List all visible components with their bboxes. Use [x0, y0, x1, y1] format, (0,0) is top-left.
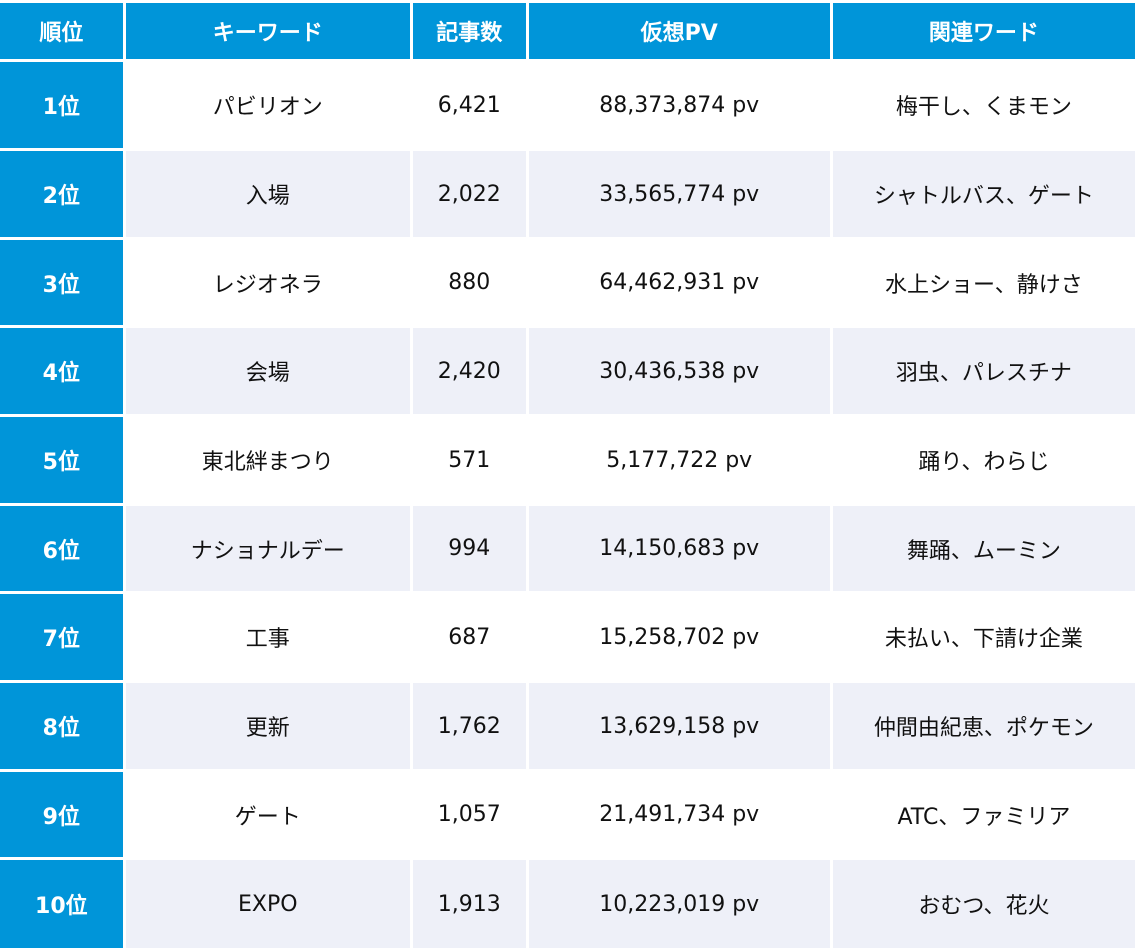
- related-words-cell: 踊り、わらじ: [832, 417, 1135, 503]
- related-words-cell: 梅干し、くまモン: [832, 62, 1135, 148]
- related-words-cell: おむつ、花火: [832, 860, 1135, 948]
- related-words-cell: シャトルバス、ゲート: [832, 151, 1135, 237]
- table-row: 10位 EXPO 1,913 10,223,019 pv おむつ、花火: [0, 860, 1135, 948]
- header-related-words: 関連ワード: [832, 3, 1135, 59]
- table-row: 1位 パビリオン 6,421 88,373,874 pv 梅干し、くまモン: [0, 62, 1135, 148]
- header-virtual-pv: 仮想PV: [528, 3, 830, 59]
- keyword-cell: 更新: [125, 683, 410, 769]
- related-words-cell: 舞踊、ムーミン: [832, 506, 1135, 591]
- header-rank: 順位: [0, 3, 123, 59]
- rank-cell: 8位: [0, 683, 123, 769]
- rank-cell: 10位: [0, 860, 123, 948]
- table-row: 8位 更新 1,762 13,629,158 pv 仲間由紀恵、ポケモン: [0, 683, 1135, 769]
- virtual-pv-cell: 13,629,158 pv: [528, 683, 830, 769]
- table-row: 2位 入場 2,022 33,565,774 pv シャトルバス、ゲート: [0, 151, 1135, 237]
- article-count-cell: 6,421: [412, 62, 526, 148]
- keyword-cell: 工事: [125, 594, 410, 680]
- rank-cell: 6位: [0, 506, 123, 591]
- table-row: 3位 レジオネラ 880 64,462,931 pv 水上ショー、静けさ: [0, 240, 1135, 325]
- related-words-cell: 仲間由紀恵、ポケモン: [832, 683, 1135, 769]
- keyword-cell: 東北絆まつり: [125, 417, 410, 503]
- article-count-cell: 687: [412, 594, 526, 680]
- article-count-cell: 880: [412, 240, 526, 325]
- virtual-pv-cell: 5,177,722 pv: [528, 417, 830, 503]
- virtual-pv-cell: 21,491,734 pv: [528, 772, 830, 857]
- rank-cell: 4位: [0, 328, 123, 414]
- rank-cell: 9位: [0, 772, 123, 857]
- article-count-cell: 2,022: [412, 151, 526, 237]
- article-count-cell: 1,913: [412, 860, 526, 948]
- article-count-cell: 1,762: [412, 683, 526, 769]
- header-keyword: キーワード: [125, 3, 410, 59]
- virtual-pv-cell: 15,258,702 pv: [528, 594, 830, 680]
- virtual-pv-cell: 88,373,874 pv: [528, 62, 830, 148]
- virtual-pv-cell: 30,436,538 pv: [528, 328, 830, 414]
- virtual-pv-cell: 10,223,019 pv: [528, 860, 830, 948]
- rank-cell: 7位: [0, 594, 123, 680]
- rank-cell: 2位: [0, 151, 123, 237]
- table-header-row: 順位 キーワード 記事数 仮想PV 関連ワード: [0, 3, 1135, 59]
- table-row: 7位 工事 687 15,258,702 pv 未払い、下請け企業: [0, 594, 1135, 680]
- related-words-cell: 羽虫、パレスチナ: [832, 328, 1135, 414]
- keyword-cell: ゲート: [125, 772, 410, 857]
- rank-cell: 5位: [0, 417, 123, 503]
- virtual-pv-cell: 64,462,931 pv: [528, 240, 830, 325]
- rank-cell: 3位: [0, 240, 123, 325]
- table-row: 4位 会場 2,420 30,436,538 pv 羽虫、パレスチナ: [0, 328, 1135, 414]
- article-count-cell: 1,057: [412, 772, 526, 857]
- table-row: 9位 ゲート 1,057 21,491,734 pv ATC、ファミリア: [0, 772, 1135, 857]
- table-row: 5位 東北絆まつり 571 5,177,722 pv 踊り、わらじ: [0, 417, 1135, 503]
- virtual-pv-cell: 14,150,683 pv: [528, 506, 830, 591]
- keyword-cell: EXPO: [125, 860, 410, 948]
- related-words-cell: 水上ショー、静けさ: [832, 240, 1135, 325]
- table-row: 6位 ナショナルデー 994 14,150,683 pv 舞踊、ムーミン: [0, 506, 1135, 591]
- keyword-cell: ナショナルデー: [125, 506, 410, 591]
- rank-cell: 1位: [0, 62, 123, 148]
- virtual-pv-cell: 33,565,774 pv: [528, 151, 830, 237]
- article-count-cell: 571: [412, 417, 526, 503]
- related-words-cell: ATC、ファミリア: [832, 772, 1135, 857]
- related-words-cell: 未払い、下請け企業: [832, 594, 1135, 680]
- keyword-cell: 入場: [125, 151, 410, 237]
- article-count-cell: 994: [412, 506, 526, 591]
- header-article-count: 記事数: [412, 3, 526, 59]
- keyword-cell: レジオネラ: [125, 240, 410, 325]
- article-count-cell: 2,420: [412, 328, 526, 414]
- keyword-cell: パビリオン: [125, 62, 410, 148]
- keyword-cell: 会場: [125, 328, 410, 414]
